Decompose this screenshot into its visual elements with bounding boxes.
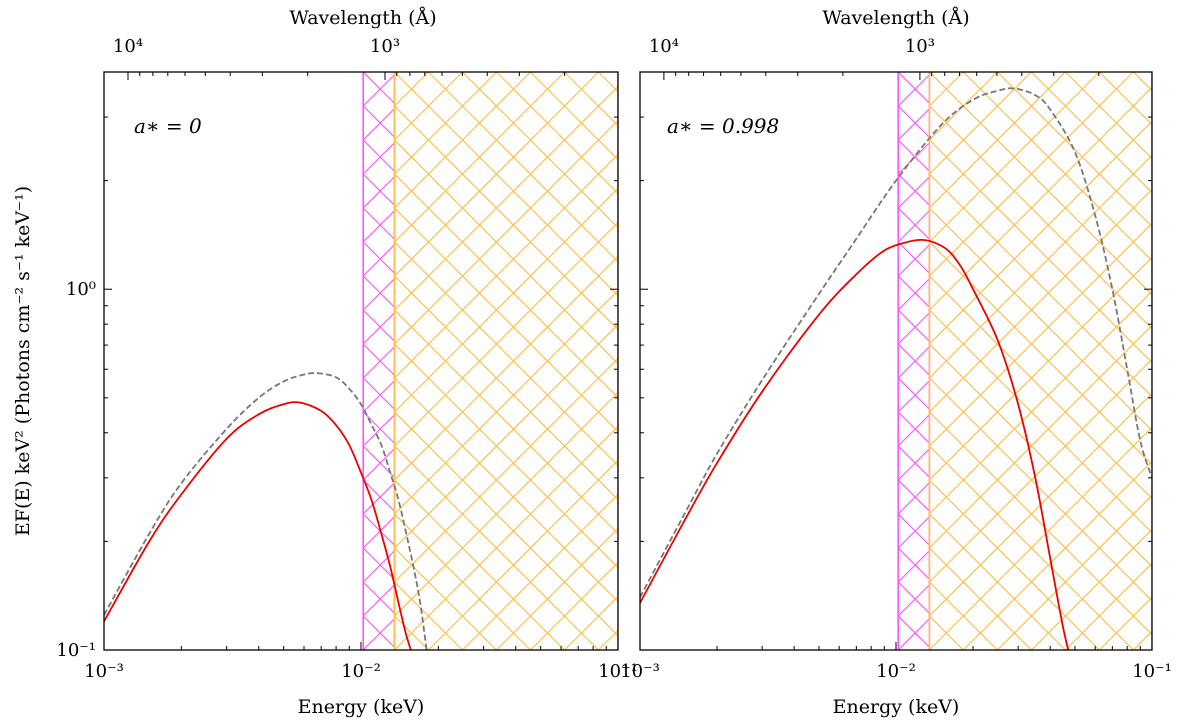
data-lines xyxy=(104,372,428,650)
x-tick-label: 10⁻¹ xyxy=(598,661,638,682)
shaded-region-magenta xyxy=(362,72,396,650)
x-tick-label: 10⁻³ xyxy=(620,661,660,682)
panel-right: 10⁻³ 10⁻² 10⁻¹ 10⁴ 10³ a∗ = 0.998 Energy (ke… xyxy=(620,7,1172,718)
spin-annotation: a∗ = 0.998 xyxy=(667,114,779,138)
shaded-regions xyxy=(897,72,1152,650)
x-axis-label: Energy (keV) xyxy=(833,696,960,718)
dashed-model-line xyxy=(640,87,1152,598)
data-lines xyxy=(640,87,1152,650)
shaded-region-orange xyxy=(928,72,1152,650)
top-tick-label: 10³ xyxy=(370,36,400,57)
tick-labels: 10⁻³ 10⁻² 10⁻¹ 10⁴ 10³ 10⁻¹ 10⁰ xyxy=(56,36,637,682)
shaded-region-magenta xyxy=(897,72,931,650)
top-axis-label: Wavelength (Å) xyxy=(822,7,969,29)
x-tick-label: 10⁻² xyxy=(876,661,916,682)
top-tick-label: 10⁴ xyxy=(649,36,679,57)
x-tick-label: 10⁻² xyxy=(341,661,381,682)
shaded-regions xyxy=(362,72,618,650)
solid-model-line xyxy=(640,238,1070,650)
dashed-model-line xyxy=(104,372,428,650)
tick-marks xyxy=(639,71,1153,651)
top-tick-label: 10⁴ xyxy=(113,36,143,57)
axes-frame xyxy=(103,71,619,651)
solid-model-line xyxy=(104,401,412,650)
top-axis-label: Wavelength (Å) xyxy=(289,7,436,29)
panel-left: 10⁻³ 10⁻² 10⁻¹ 10⁴ 10³ 10⁻¹ 10⁰ a∗ = 0 Energy … xyxy=(56,7,637,718)
y-tick-label: 10⁰ xyxy=(66,279,96,300)
tick-labels: 10⁻³ 10⁻² 10⁻¹ 10⁴ 10³ xyxy=(620,36,1172,682)
shaded-region-orange xyxy=(393,72,618,650)
x-axis-label: Energy (keV) xyxy=(298,696,425,718)
x-tick-label: 10⁻³ xyxy=(84,661,124,682)
x-tick-label: 10⁻¹ xyxy=(1132,661,1172,682)
y-tick-label: 10⁻¹ xyxy=(56,640,96,661)
top-tick-label: 10³ xyxy=(905,36,935,57)
axes-frame xyxy=(639,71,1153,651)
spin-annotation: a∗ = 0 xyxy=(134,114,202,138)
y-axis-label: EF(E) keV² (Photons cm⁻² s⁻¹ keV⁻¹) xyxy=(12,186,34,536)
tick-marks xyxy=(103,71,619,651)
